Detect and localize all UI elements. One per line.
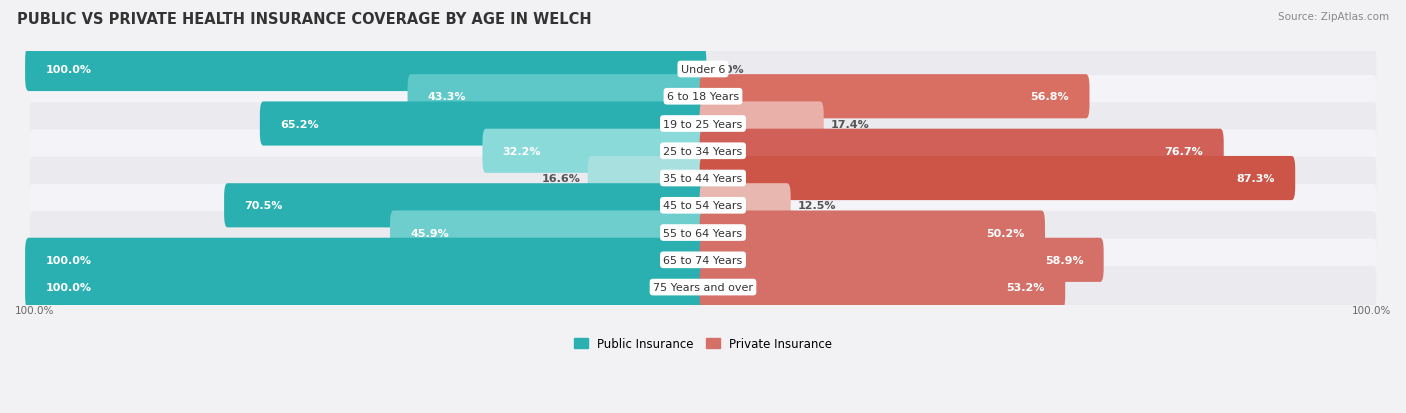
FancyBboxPatch shape <box>700 184 790 228</box>
Text: 65 to 74 Years: 65 to 74 Years <box>664 255 742 265</box>
Text: 100.0%: 100.0% <box>15 305 55 315</box>
FancyBboxPatch shape <box>25 265 706 309</box>
Text: 100.0%: 100.0% <box>45 255 91 265</box>
Text: 100.0%: 100.0% <box>45 282 91 292</box>
FancyBboxPatch shape <box>30 157 1376 200</box>
Text: 19 to 25 Years: 19 to 25 Years <box>664 119 742 129</box>
FancyBboxPatch shape <box>30 185 1376 227</box>
FancyBboxPatch shape <box>30 103 1376 145</box>
Text: 17.4%: 17.4% <box>831 119 869 129</box>
FancyBboxPatch shape <box>482 129 706 173</box>
Text: 16.6%: 16.6% <box>543 173 581 184</box>
FancyBboxPatch shape <box>30 76 1376 118</box>
Text: 35 to 44 Years: 35 to 44 Years <box>664 173 742 184</box>
FancyBboxPatch shape <box>30 49 1376 91</box>
FancyBboxPatch shape <box>260 102 706 146</box>
Text: Under 6: Under 6 <box>681 65 725 75</box>
Text: 100.0%: 100.0% <box>45 65 91 75</box>
Text: 53.2%: 53.2% <box>1007 282 1045 292</box>
Text: 58.9%: 58.9% <box>1045 255 1084 265</box>
FancyBboxPatch shape <box>25 238 706 282</box>
FancyBboxPatch shape <box>30 130 1376 173</box>
Text: Source: ZipAtlas.com: Source: ZipAtlas.com <box>1278 12 1389 22</box>
FancyBboxPatch shape <box>700 211 1045 255</box>
Text: 45 to 54 Years: 45 to 54 Years <box>664 201 742 211</box>
FancyBboxPatch shape <box>588 157 706 201</box>
Text: 43.3%: 43.3% <box>427 92 467 102</box>
Text: 12.5%: 12.5% <box>797 201 837 211</box>
FancyBboxPatch shape <box>700 238 1104 282</box>
Text: 50.2%: 50.2% <box>987 228 1025 238</box>
FancyBboxPatch shape <box>700 265 1066 309</box>
Text: 45.9%: 45.9% <box>411 228 449 238</box>
Text: 32.2%: 32.2% <box>503 147 541 157</box>
Text: 56.8%: 56.8% <box>1031 92 1069 102</box>
Text: 0.0%: 0.0% <box>713 65 744 75</box>
Legend: Public Insurance, Private Insurance: Public Insurance, Private Insurance <box>569 332 837 355</box>
Text: 87.3%: 87.3% <box>1236 173 1275 184</box>
FancyBboxPatch shape <box>700 157 1295 201</box>
FancyBboxPatch shape <box>30 212 1376 254</box>
Text: 55 to 64 Years: 55 to 64 Years <box>664 228 742 238</box>
FancyBboxPatch shape <box>389 211 706 255</box>
Text: 100.0%: 100.0% <box>1351 305 1391 315</box>
Text: 70.5%: 70.5% <box>245 201 283 211</box>
FancyBboxPatch shape <box>408 75 706 119</box>
Text: 76.7%: 76.7% <box>1164 147 1204 157</box>
FancyBboxPatch shape <box>700 75 1090 119</box>
FancyBboxPatch shape <box>700 102 824 146</box>
FancyBboxPatch shape <box>30 239 1376 281</box>
Text: PUBLIC VS PRIVATE HEALTH INSURANCE COVERAGE BY AGE IN WELCH: PUBLIC VS PRIVATE HEALTH INSURANCE COVER… <box>17 12 592 27</box>
FancyBboxPatch shape <box>25 48 706 92</box>
Text: 6 to 18 Years: 6 to 18 Years <box>666 92 740 102</box>
Text: 75 Years and over: 75 Years and over <box>652 282 754 292</box>
FancyBboxPatch shape <box>224 184 706 228</box>
FancyBboxPatch shape <box>30 266 1376 309</box>
Text: 65.2%: 65.2% <box>280 119 319 129</box>
FancyBboxPatch shape <box>700 129 1223 173</box>
Text: 25 to 34 Years: 25 to 34 Years <box>664 147 742 157</box>
